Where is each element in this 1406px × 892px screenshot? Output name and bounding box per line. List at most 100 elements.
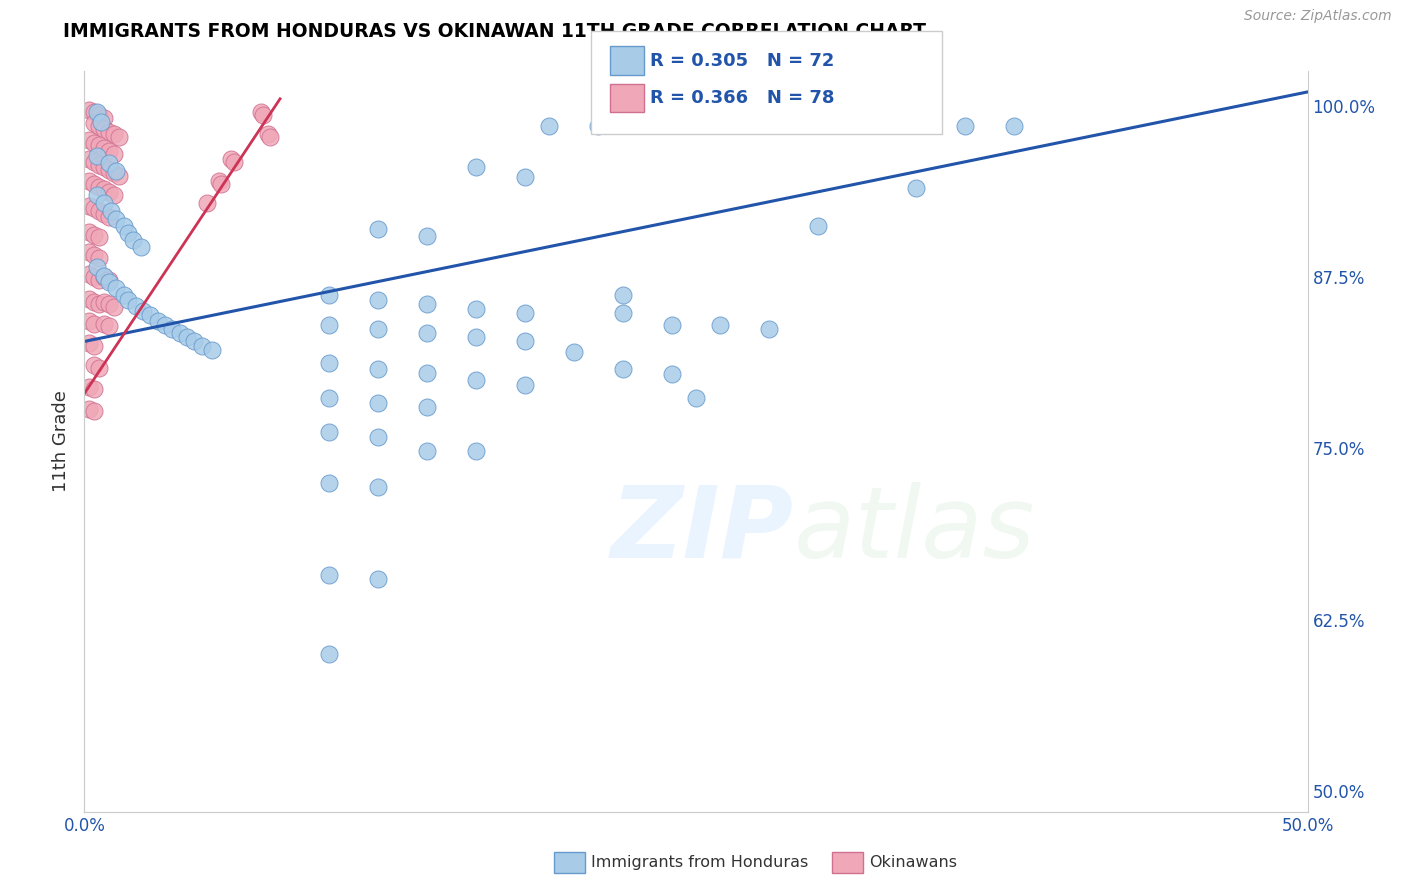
Point xyxy=(153,318,176,332)
Point xyxy=(132,304,155,318)
Point xyxy=(367,293,389,308)
Point xyxy=(93,317,115,331)
Point xyxy=(107,169,129,183)
Point xyxy=(112,219,135,234)
Point xyxy=(87,273,110,287)
Point xyxy=(103,166,125,180)
Point xyxy=(416,444,439,458)
Point xyxy=(195,196,218,211)
Point xyxy=(318,647,340,661)
Point xyxy=(953,119,976,133)
Point xyxy=(87,297,110,311)
Point xyxy=(93,122,115,136)
Point xyxy=(612,306,634,320)
Point xyxy=(367,396,389,410)
Point xyxy=(87,230,110,244)
Point xyxy=(93,196,115,211)
Point xyxy=(83,404,105,418)
Point xyxy=(513,378,536,392)
Point xyxy=(208,174,231,188)
Point xyxy=(97,319,120,334)
Point xyxy=(249,105,271,120)
Point xyxy=(97,276,120,290)
Point xyxy=(367,362,389,376)
Point xyxy=(87,360,110,375)
Point xyxy=(103,128,125,142)
Point xyxy=(176,330,198,344)
Point xyxy=(103,300,125,314)
Point xyxy=(97,156,120,170)
Text: R = 0.366   N = 78: R = 0.366 N = 78 xyxy=(650,89,834,107)
Point xyxy=(513,306,536,320)
Point xyxy=(183,334,205,349)
Point xyxy=(77,292,100,306)
Point xyxy=(86,260,108,275)
Point xyxy=(87,158,110,172)
Point xyxy=(83,154,105,169)
Point xyxy=(97,273,120,287)
Point xyxy=(97,297,120,311)
Point xyxy=(83,105,105,120)
Point xyxy=(103,187,125,202)
Point xyxy=(318,425,340,439)
Point xyxy=(905,181,928,195)
Point xyxy=(367,572,389,586)
Point xyxy=(318,567,340,582)
Point xyxy=(200,343,222,357)
Point xyxy=(93,207,115,221)
Point xyxy=(222,154,245,169)
Point xyxy=(257,128,280,142)
Point xyxy=(97,125,120,139)
Point xyxy=(93,182,115,196)
Point xyxy=(77,152,100,166)
Point xyxy=(661,368,683,382)
Point xyxy=(105,164,128,178)
Point xyxy=(685,391,707,405)
Point xyxy=(93,268,115,283)
Point xyxy=(97,210,120,224)
Point xyxy=(83,116,105,130)
Point xyxy=(146,314,169,328)
Point xyxy=(661,318,683,332)
Point xyxy=(318,288,340,302)
Point xyxy=(97,144,120,158)
Text: R = 0.305   N = 72: R = 0.305 N = 72 xyxy=(650,52,834,70)
Point xyxy=(83,317,105,331)
Point xyxy=(612,362,634,376)
Point xyxy=(169,326,191,341)
Point xyxy=(83,227,105,242)
Point xyxy=(252,108,274,122)
Point xyxy=(105,212,128,227)
Point xyxy=(77,314,100,328)
Point xyxy=(612,288,634,302)
Point xyxy=(83,270,105,285)
Point xyxy=(367,480,389,494)
Point xyxy=(83,338,105,352)
Point xyxy=(77,335,100,350)
Point xyxy=(122,233,145,247)
Text: IMMIGRANTS FROM HONDURAS VS OKINAWAN 11TH GRADE CORRELATION CHART: IMMIGRANTS FROM HONDURAS VS OKINAWAN 11T… xyxy=(63,22,927,41)
Point xyxy=(709,318,731,332)
Point xyxy=(209,177,232,191)
Point xyxy=(758,322,780,336)
Point xyxy=(87,138,110,153)
Point xyxy=(807,219,830,234)
Point xyxy=(464,373,486,387)
Point xyxy=(538,119,561,133)
Point xyxy=(112,288,135,302)
Point xyxy=(97,163,120,178)
Point xyxy=(83,177,105,191)
Point xyxy=(97,185,120,199)
Point xyxy=(125,299,148,313)
Point xyxy=(464,301,486,316)
Point xyxy=(318,318,340,332)
Text: ZIP: ZIP xyxy=(610,482,793,579)
Point xyxy=(77,133,100,147)
Point xyxy=(367,322,389,336)
Point xyxy=(93,270,115,285)
Point xyxy=(83,248,105,262)
Point xyxy=(318,391,340,405)
Point xyxy=(93,294,115,309)
Point xyxy=(562,345,585,359)
Point xyxy=(103,146,125,161)
